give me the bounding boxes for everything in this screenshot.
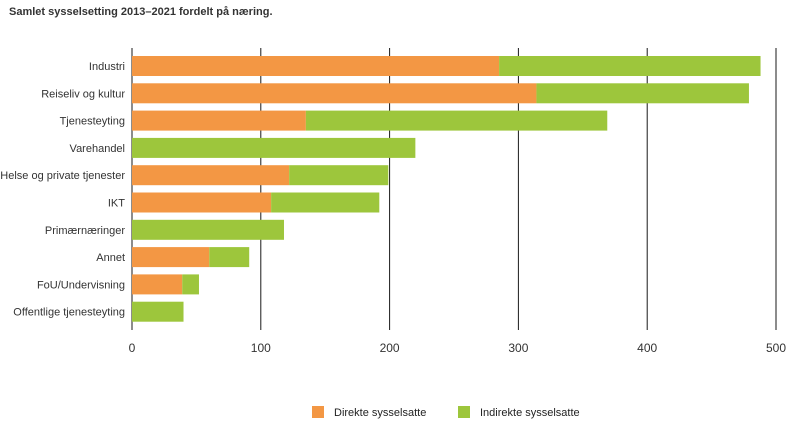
legend-label: Direkte sysselsatte bbox=[334, 407, 426, 419]
x-tick-label: 500 bbox=[766, 341, 786, 355]
legend: Direkte sysselsatte Indirekte sysselsatte bbox=[312, 406, 580, 419]
x-tick-labels: 0 100 200 300 400 500 bbox=[129, 341, 787, 355]
bar-indirekte bbox=[499, 56, 761, 76]
bar-direkte bbox=[132, 110, 306, 131]
category-label: FoU/Undervisning bbox=[37, 279, 125, 291]
bar-indirekte bbox=[132, 137, 416, 158]
category-label: Varehandel bbox=[70, 143, 125, 155]
bar-indirekte bbox=[182, 274, 199, 295]
bar-indirekte bbox=[209, 247, 250, 268]
bar-indirekte bbox=[271, 192, 380, 213]
bar-direkte bbox=[132, 274, 183, 295]
bar-indirekte bbox=[132, 301, 184, 322]
bar-indirekte bbox=[536, 83, 749, 104]
category-label: Reiseliv og kultur bbox=[41, 88, 125, 100]
bar-indirekte bbox=[132, 219, 284, 240]
category-labels: Industri Reiseliv og kultur Tjenesteyting V… bbox=[0, 61, 125, 319]
bar-direkte bbox=[132, 56, 500, 76]
category-label: Annet bbox=[96, 252, 125, 264]
chart-title: Samlet sysselsetting 2013–2021 fordelt p… bbox=[9, 6, 273, 18]
x-tick-label: 100 bbox=[251, 341, 271, 355]
bar-indirekte bbox=[305, 110, 608, 131]
bar-direkte bbox=[132, 192, 272, 213]
bar-direkte bbox=[132, 165, 290, 186]
bar-direkte bbox=[132, 247, 210, 268]
category-label: Primærnæringer bbox=[45, 225, 125, 237]
x-tick-label: 0 bbox=[129, 341, 136, 355]
bar-indirekte bbox=[289, 165, 389, 186]
bar-direkte bbox=[132, 83, 537, 104]
x-tick-label: 400 bbox=[637, 341, 657, 355]
category-label: Industri bbox=[89, 61, 125, 73]
x-tick-label: 300 bbox=[508, 341, 528, 355]
x-tick-label: 200 bbox=[380, 341, 400, 355]
legend-swatch-direkte bbox=[312, 406, 324, 418]
legend-swatch-indirekte bbox=[458, 406, 470, 418]
bars bbox=[132, 56, 761, 322]
legend-label: Indirekte sysselsatte bbox=[480, 407, 580, 419]
category-label: Offentlige tjenesteyting bbox=[13, 307, 125, 319]
category-label: Helse og private tjenester bbox=[0, 170, 125, 182]
category-label: IKT bbox=[108, 198, 125, 210]
category-label: Tjenesteyting bbox=[60, 116, 125, 128]
